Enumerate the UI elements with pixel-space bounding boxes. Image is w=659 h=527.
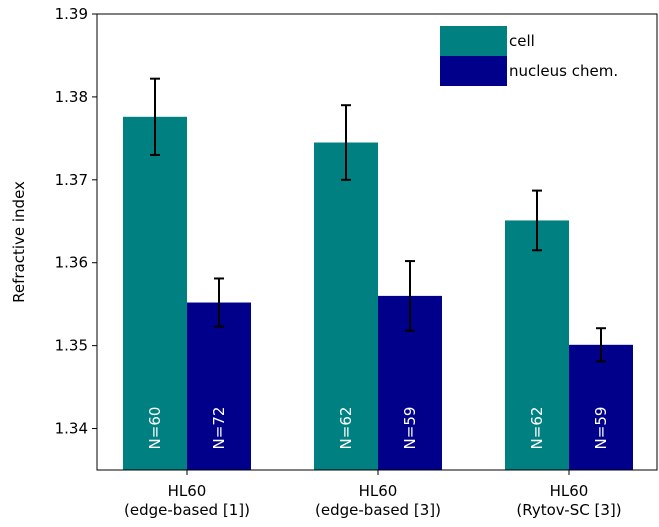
x-tick-label-line: HL60: [359, 482, 398, 500]
legend: cell nucleus chem.: [440, 26, 618, 86]
sample-size-label-0-1: N=62: [337, 407, 355, 450]
x-tick-label-2: HL60 (Rytov-SC [3]): [516, 482, 621, 519]
x-tick-label-line: (edge-based [1]): [124, 501, 250, 519]
plot-frame: [96, 13, 658, 471]
bar-cell-0: [123, 116, 187, 470]
sample-size-label-1-1: N=59: [401, 407, 419, 450]
x-tick-label-0: HL60 (edge-based [1]): [124, 482, 250, 519]
legend-label-0: cell: [509, 32, 535, 50]
bar-nucleus-0: [187, 302, 251, 470]
x-axis-ticks: HL60 (edge-based [1])HL60 (edge-based [3])…: [124, 470, 622, 519]
y-tick-label-1: 1.35: [55, 337, 88, 355]
legend-label-1: nucleus chem.: [509, 62, 618, 80]
legend-swatch-0: [440, 26, 507, 56]
y-axis-label: Refractive index: [10, 181, 28, 303]
y-tick-label-5: 1.39: [55, 5, 88, 23]
sample-size-label-0-2: N=62: [528, 407, 546, 450]
y-tick-label-3: 1.37: [55, 171, 88, 189]
x-tick-label-line: (Rytov-SC [3]): [516, 501, 621, 519]
x-tick-label-line: (edge-based [3]): [315, 501, 441, 519]
x-tick-label-line: HL60: [550, 482, 589, 500]
bar-cell-1: [314, 142, 378, 470]
x-tick-label-line: HL60: [168, 482, 207, 500]
axes: [96, 13, 658, 471]
legend-swatch-1: [440, 56, 507, 86]
x-tick-label-1: HL60 (edge-based [3]): [315, 482, 441, 519]
y-tick-label-0: 1.34: [55, 420, 88, 438]
sample-size-label-1-2: N=59: [592, 407, 610, 450]
bar-nucleus-2: [569, 344, 633, 470]
bar-cell-2: [505, 220, 569, 470]
y-axis-ticks: 1.34 1.35 1.36 1.37 1.38 1.39: [55, 5, 97, 438]
y-tick-label-4: 1.38: [55, 88, 88, 106]
error-bars-layer: [150, 77, 606, 363]
sample-size-label-0-0: N=60: [146, 407, 164, 450]
sample-size-label-1-0: N=72: [210, 407, 228, 450]
bars-layer: [123, 116, 633, 470]
y-tick-label-2: 1.36: [55, 254, 88, 272]
sample-size-labels: N=60 N=72 N=62 N=59 N=62 N=59: [146, 407, 610, 450]
